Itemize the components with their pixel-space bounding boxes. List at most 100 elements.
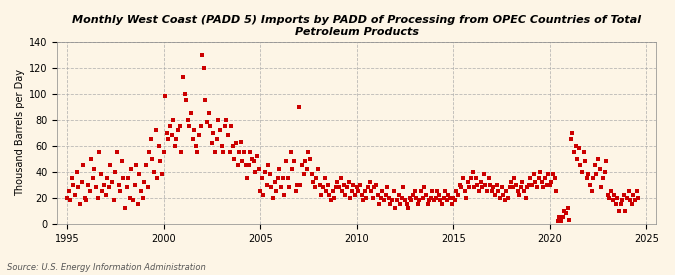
Point — [90, 185, 101, 189]
Point — [197, 52, 208, 57]
Point — [248, 159, 259, 164]
Point — [350, 193, 360, 197]
Point — [572, 156, 583, 161]
Point — [514, 193, 524, 197]
Point — [623, 189, 634, 193]
Point — [496, 185, 507, 189]
Point — [581, 176, 592, 180]
Point — [422, 202, 433, 207]
Point — [317, 185, 328, 189]
Point — [617, 198, 628, 203]
Point — [202, 120, 213, 125]
Point — [321, 189, 331, 193]
Point — [147, 156, 158, 161]
Point — [218, 150, 229, 154]
Point — [165, 124, 176, 128]
Point — [580, 159, 591, 164]
Point — [242, 176, 252, 180]
Point — [227, 144, 238, 148]
Point — [480, 183, 491, 187]
Point — [207, 141, 217, 145]
Point — [200, 98, 211, 102]
Point — [366, 189, 377, 193]
Point — [358, 198, 369, 203]
Point — [171, 137, 182, 141]
Point — [335, 176, 346, 180]
Point — [145, 137, 156, 141]
Point — [113, 183, 124, 187]
Point — [359, 189, 370, 193]
Point — [161, 130, 172, 135]
Point — [269, 180, 280, 184]
Point — [292, 183, 302, 187]
Point — [398, 185, 409, 189]
Point — [144, 150, 155, 154]
Point — [482, 189, 493, 193]
Point — [599, 169, 610, 174]
Point — [225, 124, 236, 128]
Point — [142, 185, 153, 189]
Point — [153, 144, 164, 148]
Point — [281, 159, 292, 164]
Point — [330, 185, 341, 189]
Point — [421, 193, 431, 197]
Point — [412, 202, 423, 207]
Point — [210, 150, 221, 154]
Point — [122, 185, 132, 189]
Point — [380, 193, 391, 197]
Point — [287, 167, 298, 171]
Point — [388, 189, 399, 193]
Point — [558, 215, 568, 219]
Point — [351, 185, 362, 189]
Point — [575, 163, 586, 167]
Point — [92, 196, 103, 200]
Point — [302, 167, 313, 171]
Point — [495, 196, 506, 200]
Point — [234, 150, 244, 154]
Point — [65, 198, 76, 203]
Point — [508, 185, 518, 189]
Point — [166, 133, 177, 138]
Point — [567, 130, 578, 135]
Point — [290, 189, 301, 193]
Point — [155, 159, 166, 164]
Point — [87, 176, 98, 180]
Point — [425, 196, 436, 200]
Point — [194, 133, 205, 138]
Point — [401, 202, 412, 207]
Point — [454, 183, 465, 187]
Point — [250, 169, 261, 174]
Point — [549, 176, 560, 180]
Point — [518, 189, 529, 193]
Point — [497, 193, 508, 197]
Point — [522, 185, 533, 189]
Point — [132, 202, 143, 207]
Point — [173, 128, 184, 132]
Point — [246, 156, 257, 161]
Point — [372, 193, 383, 197]
Point — [537, 180, 547, 184]
Point — [123, 176, 134, 180]
Point — [198, 65, 209, 70]
Point — [464, 185, 475, 189]
Point — [361, 196, 372, 200]
Point — [313, 167, 323, 171]
Point — [116, 159, 127, 164]
Point — [76, 180, 87, 184]
Point — [345, 196, 356, 200]
Point — [111, 150, 122, 154]
Point — [390, 206, 401, 210]
Point — [585, 183, 595, 187]
Title: Monthly West Coast (PADD 5) Imports by PADD of Processing from OPEC Countries of: Monthly West Coast (PADD 5) Imports by P… — [72, 15, 641, 37]
Point — [344, 180, 354, 184]
Point — [593, 156, 603, 161]
Point — [258, 193, 269, 197]
Point — [609, 193, 620, 197]
Point — [525, 176, 536, 180]
Point — [189, 128, 200, 132]
Point — [311, 176, 322, 180]
Point — [108, 198, 119, 203]
Point — [554, 215, 565, 219]
Point — [503, 196, 514, 200]
Point — [252, 154, 263, 158]
